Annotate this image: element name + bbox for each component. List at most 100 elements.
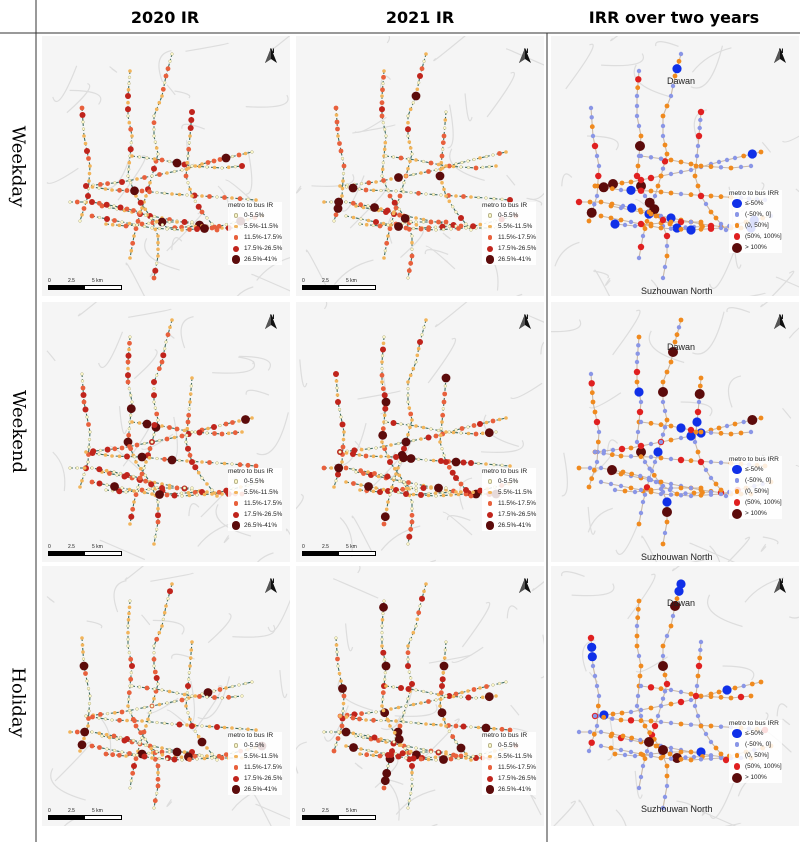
station-marker xyxy=(642,226,648,232)
station-marker xyxy=(688,167,694,173)
station-marker xyxy=(180,228,184,232)
station-marker xyxy=(237,683,241,687)
station-marker xyxy=(190,640,194,644)
station-marker xyxy=(200,224,209,233)
station-marker xyxy=(97,186,101,190)
station-marker xyxy=(698,639,704,645)
station-marker xyxy=(406,432,410,437)
station-marker xyxy=(697,458,705,466)
station-marker xyxy=(380,631,384,635)
legend-item: 5.5%-11.5% xyxy=(228,751,282,762)
column-header-irr: IRR over two years xyxy=(588,8,760,27)
station-marker xyxy=(634,359,640,365)
legend-label: (50%, 100%] xyxy=(745,763,782,770)
station-marker xyxy=(723,227,729,233)
station-marker xyxy=(668,481,674,487)
station-marker xyxy=(620,469,626,475)
station-marker xyxy=(708,694,714,700)
station-marker xyxy=(718,724,724,729)
station-marker xyxy=(414,220,418,224)
station-marker xyxy=(371,223,375,227)
station-marker xyxy=(638,510,644,516)
station-marker xyxy=(443,118,448,122)
station-marker xyxy=(138,466,143,471)
station-marker xyxy=(658,387,668,397)
station-marker xyxy=(718,751,724,757)
station-marker xyxy=(84,450,88,454)
station-marker xyxy=(632,223,638,229)
station-marker xyxy=(250,680,254,684)
station-marker xyxy=(406,533,413,540)
station-marker xyxy=(658,703,664,709)
station-marker xyxy=(188,656,193,660)
station-marker xyxy=(83,141,88,146)
legend-swatch xyxy=(482,213,498,218)
station-marker xyxy=(676,325,682,330)
station-marker xyxy=(250,416,254,420)
station-marker xyxy=(150,174,154,178)
station-marker xyxy=(78,749,82,753)
station-marker xyxy=(668,226,674,231)
map-canvas xyxy=(46,302,290,562)
station-marker xyxy=(433,755,438,759)
station-marker xyxy=(439,661,449,671)
station-marker xyxy=(634,379,640,385)
station-marker xyxy=(155,485,159,490)
station-marker xyxy=(80,479,84,483)
station-marker xyxy=(98,448,103,453)
station-marker xyxy=(405,650,411,656)
station-marker xyxy=(439,427,443,431)
station-marker xyxy=(337,671,342,676)
station-marker xyxy=(96,480,103,487)
legend-label: ≤-50% xyxy=(745,200,764,207)
station-marker xyxy=(190,376,194,380)
station-marker xyxy=(155,791,159,795)
station-marker xyxy=(636,598,642,604)
station-marker xyxy=(104,732,109,737)
station-marker xyxy=(333,204,343,213)
station-marker xyxy=(140,736,144,740)
station-marker xyxy=(456,492,461,497)
station-marker xyxy=(338,450,342,454)
station-marker xyxy=(591,467,597,473)
station-marker xyxy=(647,730,653,736)
station-marker xyxy=(180,494,184,498)
station-marker xyxy=(454,740,458,744)
station-marker xyxy=(205,216,209,220)
station-marker xyxy=(77,740,87,750)
station-marker xyxy=(163,73,169,79)
station-marker xyxy=(243,681,248,686)
station-marker xyxy=(460,690,464,695)
station-marker xyxy=(677,698,685,706)
station-marker xyxy=(408,107,413,112)
station-marker xyxy=(398,685,404,691)
station-marker xyxy=(703,201,709,207)
station-marker xyxy=(439,723,443,727)
station-marker xyxy=(120,750,124,754)
station-marker xyxy=(678,756,684,762)
station-marker xyxy=(138,730,144,736)
station-marker xyxy=(379,100,385,106)
station-marker xyxy=(628,179,634,185)
station-marker xyxy=(635,163,641,169)
station-marker xyxy=(339,421,346,428)
station-marker xyxy=(381,74,386,80)
station-marker xyxy=(737,693,745,701)
station-marker xyxy=(187,671,191,675)
station-marker xyxy=(637,673,643,679)
station-marker xyxy=(484,428,494,438)
station-marker xyxy=(250,150,254,154)
station-marker xyxy=(676,423,686,433)
station-marker xyxy=(644,218,650,224)
station-marker xyxy=(588,380,595,387)
station-marker xyxy=(339,723,345,729)
station-marker xyxy=(382,768,392,778)
station-marker xyxy=(634,623,640,629)
station-marker xyxy=(409,763,415,769)
station-marker xyxy=(152,157,157,161)
legend-swatch xyxy=(228,775,244,782)
station-marker xyxy=(668,157,674,163)
station-marker xyxy=(384,207,391,214)
station-marker xyxy=(164,340,168,344)
